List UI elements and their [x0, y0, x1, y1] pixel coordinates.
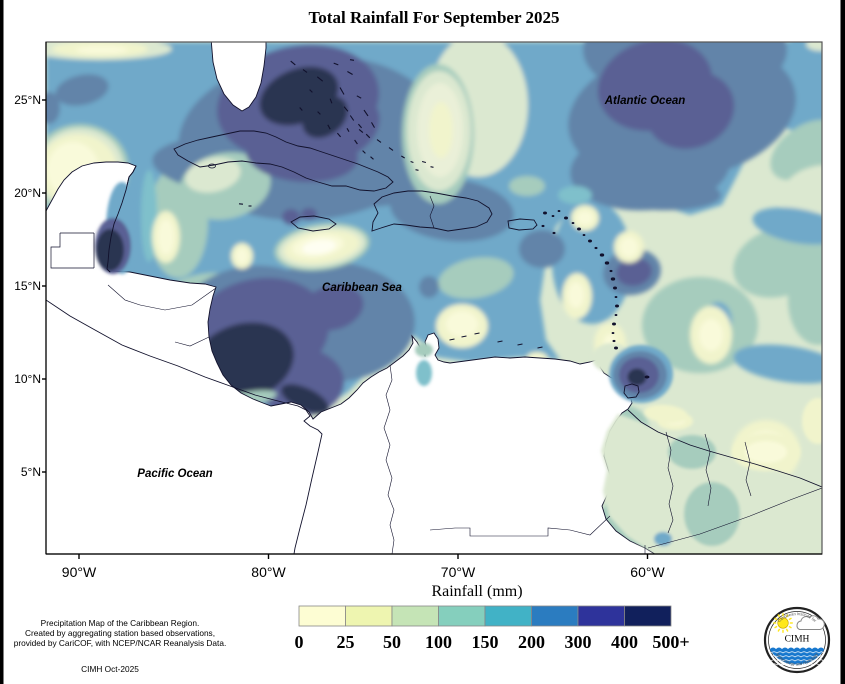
svg-text:15°N: 15°N	[14, 279, 41, 293]
svg-text:25°N: 25°N	[14, 93, 41, 107]
svg-text:Atlantic Ocean: Atlantic Ocean	[604, 95, 686, 107]
svg-text:0: 0	[295, 632, 304, 652]
svg-text:100: 100	[425, 632, 452, 652]
svg-text:60°W: 60°W	[630, 564, 665, 580]
svg-text:Caribbean Sea: Caribbean Sea	[322, 282, 402, 294]
svg-text:CIMH: CIMH	[785, 635, 810, 645]
svg-text:500+: 500+	[652, 632, 689, 652]
svg-text:Pacific Ocean: Pacific Ocean	[137, 468, 212, 480]
svg-text:20°N: 20°N	[14, 186, 41, 200]
svg-text:25: 25	[337, 632, 355, 652]
svg-text:150: 150	[472, 632, 499, 652]
svg-text:70°W: 70°W	[441, 564, 476, 580]
svg-text:10°N: 10°N	[14, 372, 41, 386]
svg-text:400: 400	[611, 632, 638, 652]
svg-text:Precipitation Map of the Carib: Precipitation Map of the Caribbean Regio…	[41, 618, 200, 628]
svg-text:Total Rainfall For September 2: Total Rainfall For September 2025	[309, 8, 560, 27]
svg-text:provided by CariCOF, with NCEP: provided by CariCOF, with NCEP/NCAR Rean…	[14, 638, 227, 648]
svg-text:Created by aggregating station: Created by aggregating station based obs…	[25, 628, 215, 638]
svg-text:Rainfall (mm): Rainfall (mm)	[431, 583, 522, 600]
svg-text:CIMH Oct-2025: CIMH Oct-2025	[81, 664, 139, 674]
svg-text:200: 200	[518, 632, 545, 652]
svg-text:90°W: 90°W	[62, 564, 97, 580]
svg-text:50: 50	[383, 632, 401, 652]
svg-text:5°N: 5°N	[21, 465, 41, 479]
svg-text:300: 300	[565, 632, 592, 652]
svg-text:80°W: 80°W	[251, 564, 286, 580]
